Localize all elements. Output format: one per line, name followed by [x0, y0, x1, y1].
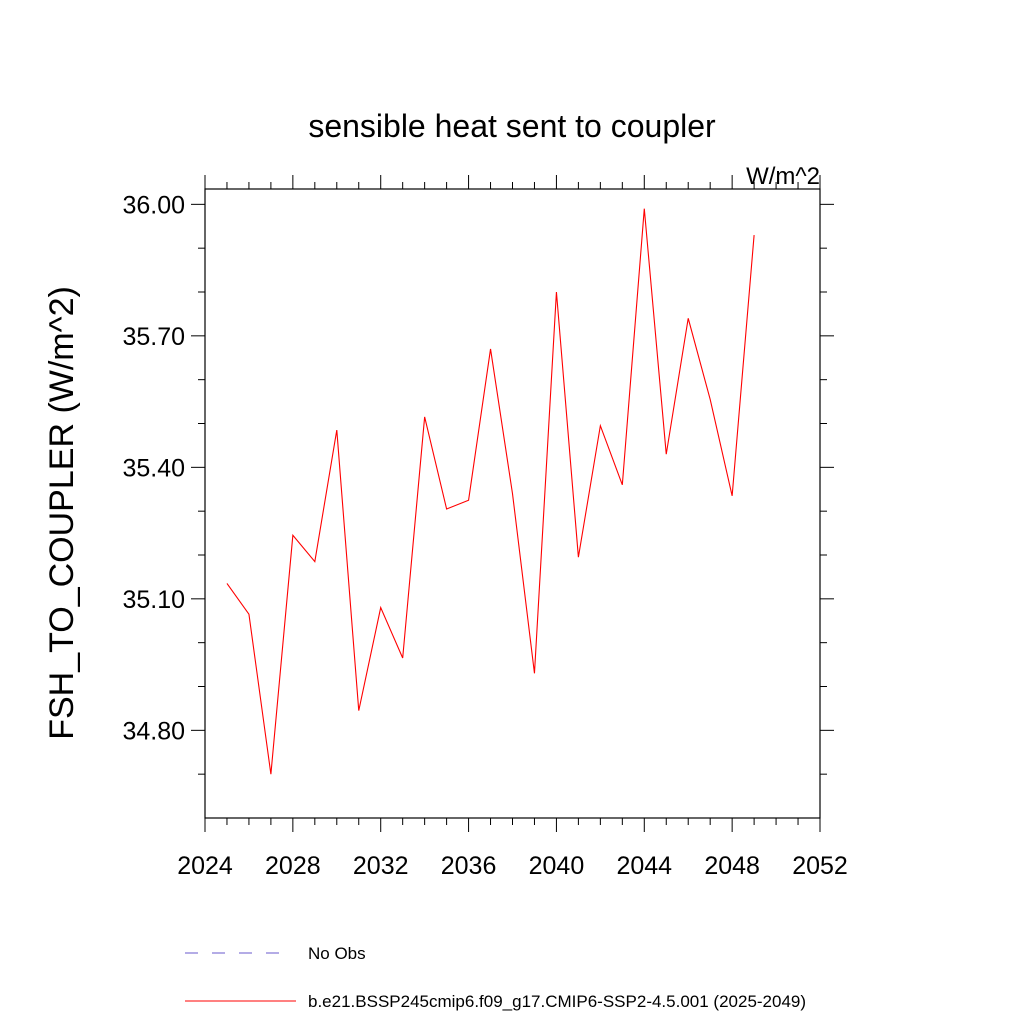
units-label: W/m^2 [746, 163, 820, 190]
plot-frame [204, 188, 821, 819]
x-tick-label: 2048 [704, 852, 760, 880]
y-tick-labels: 34.80 35.10 35.40 35.70 36.00 [122, 191, 185, 745]
chart-title: sensible heat sent to coupler [308, 108, 716, 144]
y-tick-label: 36.00 [122, 191, 185, 219]
series-line-0 [226, 208, 755, 775]
x-tick-labels: 2024 2028 2032 2036 2040 2044 2048 2052 [177, 852, 848, 880]
legend-label-no-obs: No Obs [308, 944, 366, 963]
x-tick-label: 2052 [792, 852, 848, 880]
y-axis-label: FSH_TO_COUPLER (W/m^2) [43, 286, 81, 740]
y-tick-label: 34.80 [122, 717, 185, 745]
y-tick-label: 35.70 [122, 323, 185, 351]
series-layer [226, 208, 755, 775]
x-tick-label: 2024 [177, 852, 233, 880]
x-tick-label: 2036 [441, 852, 497, 880]
x-tick-label: 2032 [353, 852, 409, 880]
x-tick-label: 2040 [529, 852, 585, 880]
y-tick-label: 35.10 [122, 586, 185, 614]
legend: No Obs b.e21.BSSP245cmip6.f09_g17.CMIP6-… [185, 944, 806, 1011]
x-tick-label: 2044 [616, 852, 672, 880]
axis-ticks [191, 175, 834, 832]
x-tick-label: 2028 [265, 852, 321, 880]
legend-label-model-run: b.e21.BSSP245cmip6.f09_g17.CMIP6-SSP2-4.… [308, 992, 806, 1011]
y-tick-label: 35.40 [122, 454, 185, 482]
